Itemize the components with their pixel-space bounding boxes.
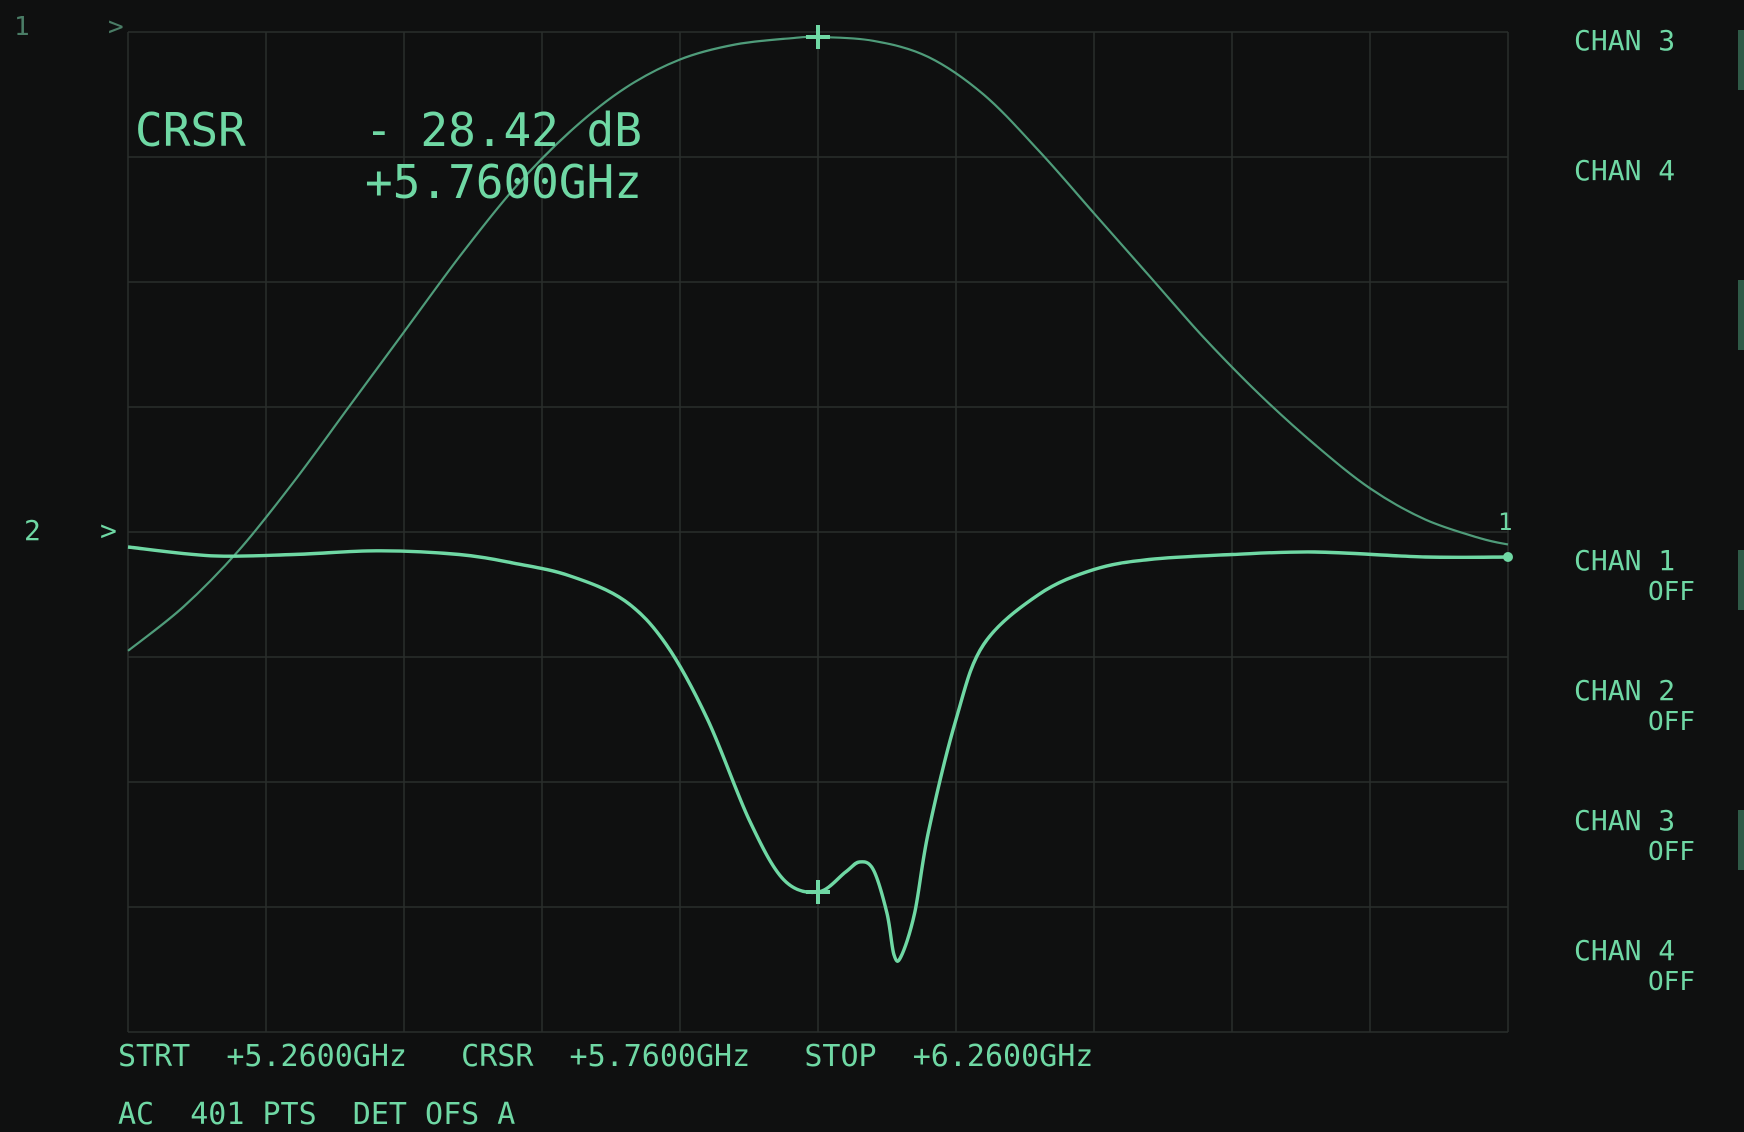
trace-2-line (127, 545, 1509, 963)
ref-number-right: 1 (1498, 508, 1512, 536)
panel-edge-bar-3 (1738, 550, 1744, 610)
panel-chan4-status: OFF (1648, 967, 1695, 997)
ref-arrow-left: > (100, 514, 117, 547)
readout-frequency: +5.7600GHz (365, 155, 642, 209)
panel-chan3-top[interactable]: CHAN 3 (1574, 24, 1675, 57)
readout-label: CRSR (135, 103, 246, 157)
panel-chan4-top[interactable]: CHAN 4 (1574, 154, 1675, 187)
cursor-marker-1 (806, 25, 830, 49)
footer-status-row: AC 401 PTS DET OFS A (118, 1097, 515, 1132)
channel-panel: CHAN 3 CHAN 4 CHAN 1 OFF CHAN 2 OFF CHAN… (1574, 24, 1744, 997)
ref-number-left: 2 (24, 514, 41, 547)
channel-number-top: 1 (14, 12, 30, 42)
panel-chan3-status: OFF (1648, 837, 1695, 867)
panel-chan2-status: OFF (1648, 707, 1695, 737)
panel-edge-bar-1 (1738, 30, 1744, 90)
panel-edge-bar-2 (1738, 280, 1744, 350)
panel-chan2[interactable]: CHAN 2 (1574, 674, 1675, 707)
panel-chan3[interactable]: CHAN 3 (1574, 804, 1675, 837)
readout-value: - 28.42 dB (365, 103, 642, 157)
panel-chan1[interactable]: CHAN 1 (1574, 544, 1675, 577)
trace-end-dot (1503, 552, 1513, 562)
panel-edge-bar-4 (1738, 810, 1744, 870)
panel-chan4[interactable]: CHAN 4 (1574, 934, 1675, 967)
cursor-markers (806, 25, 1513, 904)
ref-arrow-top: > (108, 12, 124, 42)
footer-frequency-row: STRT +5.2600GHz CRSR +5.7600GHz STOP +6.… (118, 1039, 1093, 1074)
cursor-marker-2 (806, 880, 830, 904)
panel-chan1-status: OFF (1648, 577, 1695, 607)
graticule (127, 31, 1509, 1033)
